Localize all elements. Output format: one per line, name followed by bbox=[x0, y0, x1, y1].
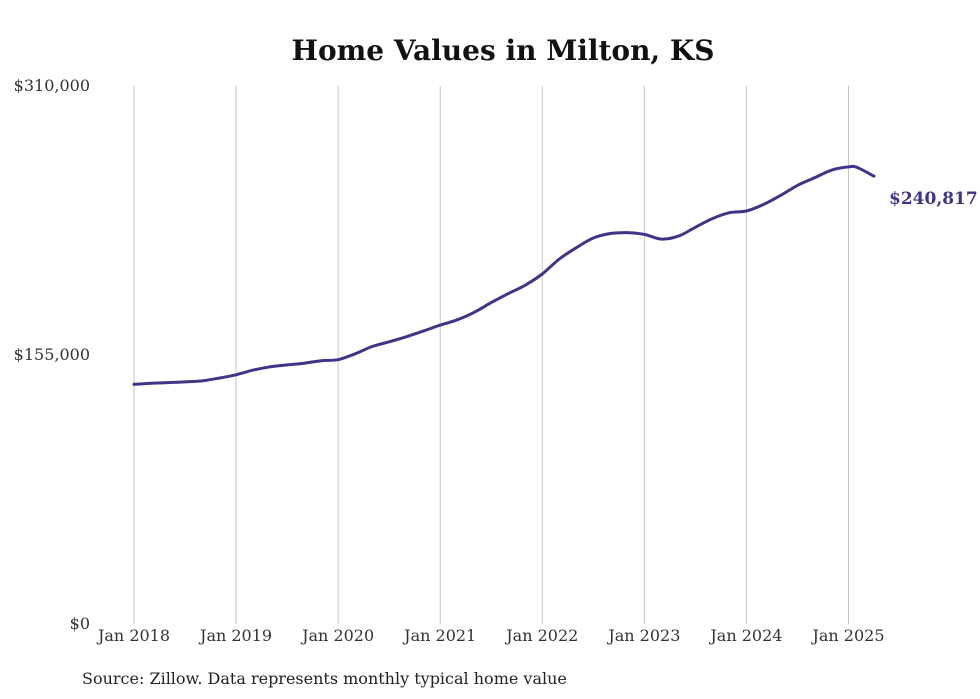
x-tick-label: Jan 2022 bbox=[504, 626, 578, 645]
home-value-line bbox=[132, 164, 876, 386]
x-tick-label: Jan 2020 bbox=[300, 626, 374, 645]
x-tick-label: Jan 2025 bbox=[810, 626, 884, 645]
chart-title: Home Values in Milton, KS bbox=[292, 34, 715, 67]
source-note: Source: Zillow. Data represents monthly … bbox=[82, 669, 567, 688]
x-tick-label: Jan 2021 bbox=[402, 626, 476, 645]
y-tick-label: $155,000 bbox=[14, 345, 90, 364]
x-tick-label: Jan 2019 bbox=[198, 626, 272, 645]
x-tick-label: Jan 2024 bbox=[708, 626, 782, 645]
latest-value-label: $240,817 bbox=[889, 189, 978, 209]
y-tick-label: $0 bbox=[70, 614, 90, 633]
gridlines bbox=[133, 86, 849, 624]
y-tick-label: $310,000 bbox=[14, 76, 90, 95]
x-axis-tick-labels: Jan 2018 Jan 2019 Jan 2020 Jan 2021 Jan 2022… bbox=[96, 626, 885, 645]
y-axis-tick-labels: $0 $155,000 $310,000 bbox=[14, 76, 90, 633]
x-tick-label: Jan 2023 bbox=[606, 626, 680, 645]
x-tick-label: Jan 2018 bbox=[96, 626, 170, 645]
